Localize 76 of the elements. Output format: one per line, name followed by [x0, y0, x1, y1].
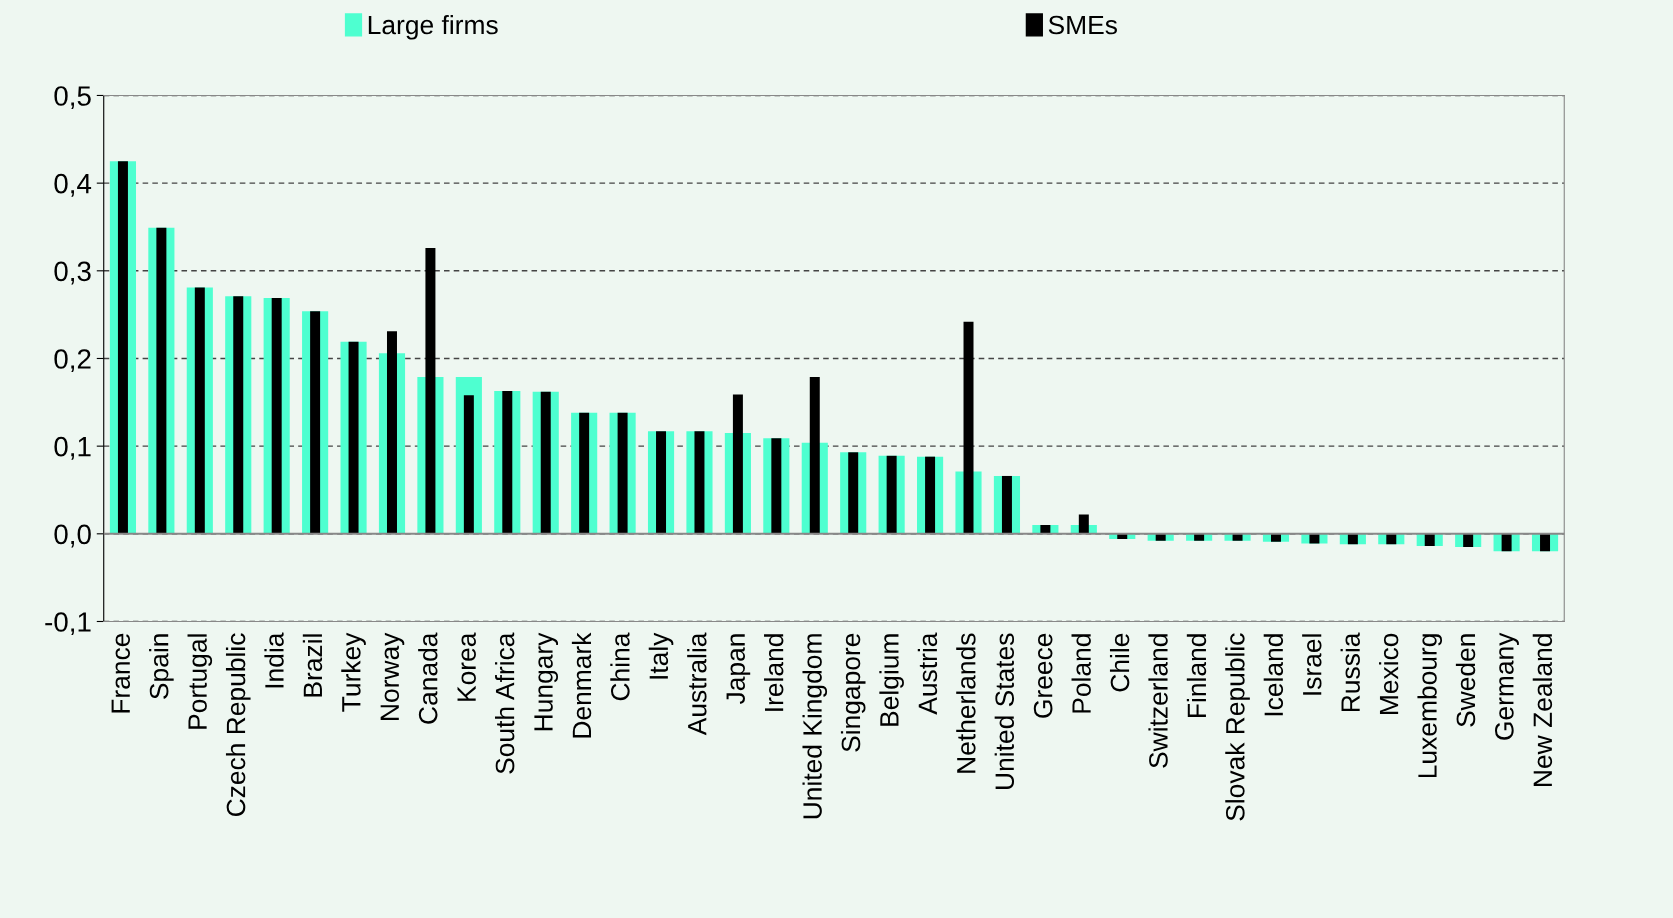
x-tick-label: Norway	[380, 632, 405, 720]
y-tick-label: 0,3	[54, 261, 91, 285]
x-tick-label: Greece	[1033, 633, 1053, 718]
bar	[925, 456, 936, 534]
bar	[1463, 533, 1474, 547]
x-tick-label: Denmark	[571, 632, 592, 738]
bar	[271, 297, 282, 534]
bar	[1040, 525, 1051, 534]
x-tick-label: France	[111, 633, 131, 713]
bar	[694, 431, 705, 534]
legend-label: Large firms	[368, 14, 498, 40]
x-tick-label: Singapore	[840, 633, 866, 752]
y-tick-label: 0,4	[54, 173, 92, 197]
x-tick-label: Japan	[726, 634, 751, 705]
y-tick-label: 0,0	[54, 524, 91, 548]
x-tick-label: Poland	[1071, 634, 1091, 713]
x-tick-label: Spain	[149, 634, 174, 699]
x-tick-label: Austria	[917, 632, 938, 715]
x-tick-label: Israel	[1302, 634, 1322, 695]
x-tick-label: Slovak Republic	[1225, 633, 1250, 821]
bar	[194, 287, 205, 534]
bar	[463, 395, 474, 534]
bar	[1501, 533, 1512, 552]
x-tick-label: Australia	[687, 632, 707, 736]
x-tick-label: Chile	[1109, 633, 1130, 692]
x-tick-label: Korea	[457, 632, 476, 701]
bar	[117, 161, 128, 534]
y-tick-label: 0,5	[54, 86, 91, 110]
x-tick-label: Canada	[418, 632, 438, 724]
y-tick-label: -0,1	[45, 612, 91, 636]
x-tick-label: South Africa	[494, 632, 515, 774]
x-tick-label: Mexico	[1379, 633, 1399, 715]
x-tick-label: Turkey	[341, 632, 366, 712]
x-tick-label: Germany	[1495, 632, 1519, 740]
x-tick-label: Belgium	[879, 634, 904, 726]
bar	[348, 341, 359, 534]
bar	[502, 390, 513, 534]
x-tick-label: Portugal	[187, 634, 213, 729]
x-tick-label: Switzerland	[1148, 634, 1168, 768]
bar	[1540, 533, 1551, 552]
x-tick-label: Finland	[1186, 634, 1207, 717]
x-tick-label: Netherlands	[956, 633, 976, 773]
bar	[425, 248, 436, 534]
bar	[809, 376, 820, 534]
bar	[156, 227, 167, 534]
x-tick-label: Iceland	[1263, 634, 1284, 716]
bar	[579, 412, 590, 534]
legend-label: SMEs	[1048, 15, 1117, 35]
x-tick-label: Brazil	[302, 634, 323, 697]
x-tick-label: Czech Republic	[225, 633, 251, 817]
bar	[1001, 475, 1012, 534]
x-tick-label: China	[610, 632, 630, 701]
x-tick-label: Ireland	[764, 634, 784, 711]
bar	[1078, 514, 1089, 534]
bar	[540, 391, 551, 534]
bar	[848, 452, 859, 534]
x-tick-label: Hungary	[534, 632, 559, 731]
bar	[310, 311, 321, 534]
bar	[732, 394, 743, 534]
bar	[656, 431, 667, 534]
y-tick-label: 0,1	[54, 436, 91, 460]
bar	[233, 296, 244, 534]
x-tick-label: United Kingdom	[802, 634, 828, 819]
bar	[771, 438, 782, 534]
x-tick-label: Sweden	[1455, 634, 1476, 727]
bar	[963, 321, 974, 534]
x-tick-label: Luxembourg	[1417, 634, 1443, 778]
bar	[617, 412, 628, 534]
bar	[886, 455, 897, 534]
x-tick-label: Italy	[648, 632, 674, 679]
x-tick-label: India	[264, 632, 284, 688]
x-tick-label: United States	[994, 633, 1015, 789]
x-tick-label: Russia	[1340, 632, 1360, 712]
y-tick-label: 0,2	[54, 349, 91, 373]
bar	[386, 331, 397, 534]
x-tick-label: New Zealand	[1532, 634, 1553, 786]
